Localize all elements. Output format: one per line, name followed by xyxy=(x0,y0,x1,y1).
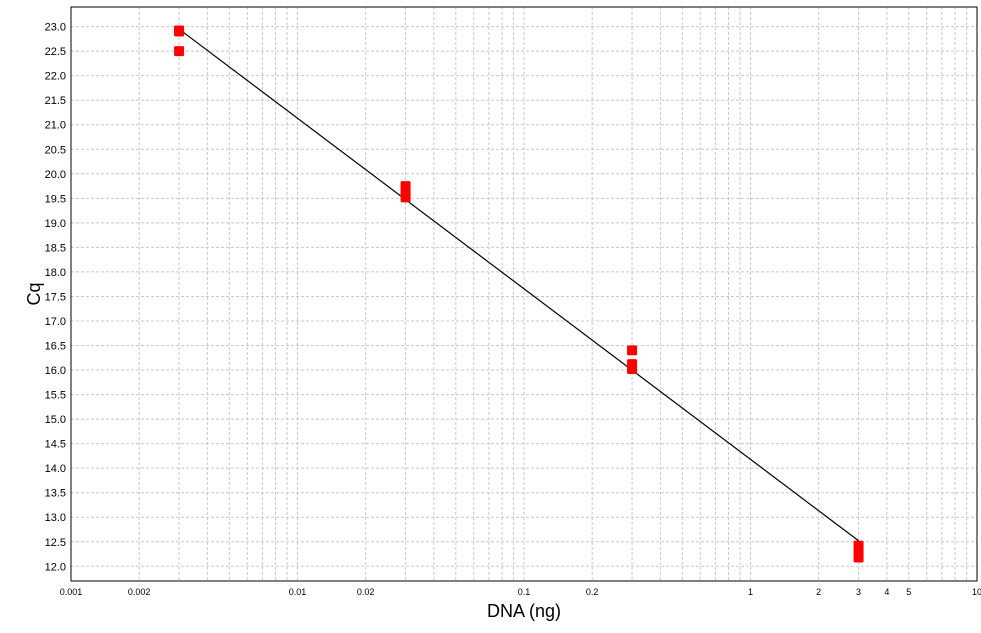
y-tick-label: 20.0 xyxy=(45,169,66,181)
regression-line xyxy=(178,28,859,542)
y-axis-title: Cq xyxy=(24,282,44,305)
y-tick-label: 12.5 xyxy=(45,537,66,549)
data-point xyxy=(174,26,185,37)
data-point xyxy=(853,552,864,563)
x-tick-label: 0.002 xyxy=(128,587,151,597)
x-tick-label: 3 xyxy=(856,587,861,597)
y-tick-labels: 12.0 12.5 13.0 13.5 14.0 14.5 15.0 15.5 16.0 16.5… xyxy=(45,22,66,574)
y-tick-label: 22.0 xyxy=(45,71,66,83)
y-tick-label: 17.5 xyxy=(45,291,66,303)
y-tick-label: 18.5 xyxy=(45,242,66,254)
x-tick-label: 10 xyxy=(972,587,981,597)
data-point xyxy=(400,192,411,203)
y-tick-label: 16.5 xyxy=(45,341,66,353)
x-tick-label: 0.001 xyxy=(60,587,83,597)
data-point xyxy=(627,345,638,356)
x-tick-labels: 0.001 0.002 0.01 0.02 0.1 0.2 1 2 3 4 5 10 xyxy=(60,587,981,597)
y-tick-label: 23.0 xyxy=(45,22,66,34)
y-tick-label: 12.0 xyxy=(45,561,66,573)
y-tick-label: 18.0 xyxy=(45,267,66,279)
y-tick-label: 14.5 xyxy=(45,439,66,451)
plot-frame xyxy=(70,6,978,582)
x-tick-label: 5 xyxy=(906,587,911,597)
y-tick-label: 14.0 xyxy=(45,463,66,475)
x-tick-label: 4 xyxy=(884,587,889,597)
y-tick-label: 19.5 xyxy=(45,193,66,205)
x-tick-label: 2 xyxy=(816,587,821,597)
regression-line-layer xyxy=(178,28,859,542)
data-point xyxy=(627,364,638,375)
y-tick-label: 21.5 xyxy=(45,95,66,107)
x-tick-label: 0.01 xyxy=(289,587,307,597)
y-tick-label: 20.5 xyxy=(45,144,66,156)
x-minor-gridlines xyxy=(138,7,968,581)
y-tick-label: 21.0 xyxy=(45,120,66,132)
data-point xyxy=(174,46,185,57)
x-major-gridlines xyxy=(297,7,751,581)
y-tick-label: 22.5 xyxy=(45,46,66,58)
data-points-layer xyxy=(174,25,864,563)
y-tick-label: 15.0 xyxy=(45,414,66,426)
y-tick-label: 13.0 xyxy=(45,512,66,524)
x-tick-label: 0.1 xyxy=(518,587,531,597)
y-tick-label: 17.0 xyxy=(45,316,66,328)
y-tick-label: 16.0 xyxy=(45,365,66,377)
y-tick-label: 19.0 xyxy=(45,218,66,230)
x-axis-title: DNA (ng) xyxy=(487,601,561,621)
x-tick-label: 0.02 xyxy=(357,587,375,597)
x-tick-label: 0.2 xyxy=(586,587,599,597)
x-tick-label: 1 xyxy=(748,587,753,597)
y-tick-label: 13.5 xyxy=(45,488,66,500)
y-tick-label: 15.5 xyxy=(45,390,66,402)
